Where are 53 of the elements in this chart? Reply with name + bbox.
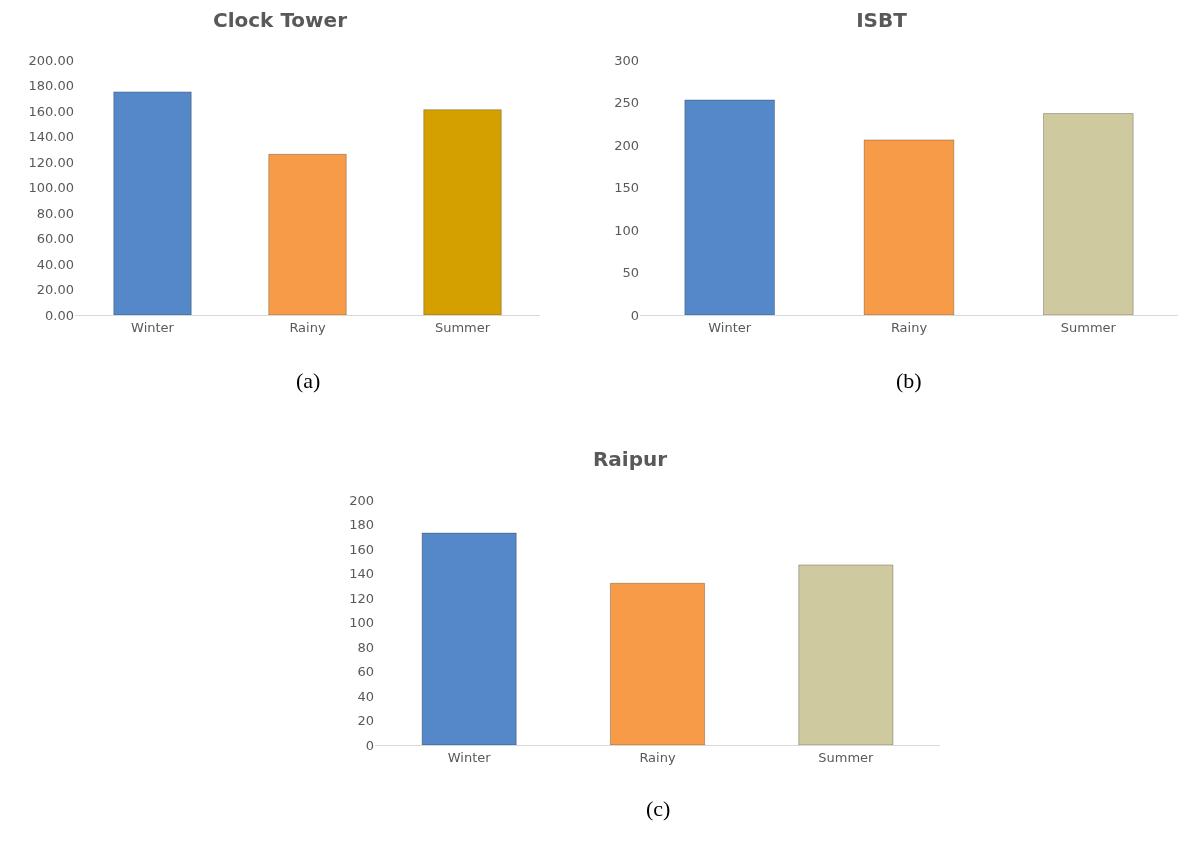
y-tick-label: 180.00 — [28, 78, 74, 94]
y-tick-label: 0 — [365, 737, 374, 753]
y-tick-label: 100 — [614, 222, 639, 238]
y-tick-label: 140.00 — [28, 129, 74, 145]
y-tick-label: 50 — [622, 265, 639, 281]
y-tick-label: 120.00 — [28, 154, 74, 170]
y-tick-label: 0 — [630, 307, 639, 323]
x-tick-label: Winter — [447, 749, 492, 765]
y-tick-label: 250 — [614, 95, 639, 111]
y-tick-label: 300 — [614, 52, 639, 68]
y-tick-label: 80 — [357, 639, 374, 655]
bar — [268, 153, 347, 315]
text: (c) — [646, 796, 671, 821]
bar — [423, 109, 502, 315]
x-tick-label: Rainy — [639, 749, 676, 765]
y-tick-label: 160.00 — [28, 103, 74, 119]
bar — [684, 99, 775, 315]
y-tick-label: 60.00 — [36, 231, 74, 247]
y-tick-label: 40 — [357, 688, 374, 704]
x-tick-label: Rainy — [890, 319, 928, 335]
y-tick-label: 40.00 — [36, 256, 74, 272]
bar — [113, 91, 192, 315]
y-tick-label: 100 — [349, 615, 374, 631]
y-tick-label: 200 — [614, 137, 639, 153]
y-tick-label: 60 — [357, 664, 374, 680]
x-tick-label: Summer — [818, 749, 875, 765]
y-tick-label: 180 — [349, 517, 374, 533]
text: (a) — [296, 368, 321, 393]
y-tick-label: 200.00 — [28, 52, 74, 68]
y-tick-label: 140 — [349, 566, 374, 582]
chart-title: Clock Tower — [212, 7, 348, 32]
bar — [863, 139, 955, 315]
y-tick-label: 80.00 — [36, 205, 74, 221]
chart-title: ISBT — [856, 7, 908, 32]
y-tick-label: 20 — [357, 713, 374, 729]
chart-title: Raipur — [592, 447, 668, 472]
y-tick-label: 0.00 — [45, 307, 74, 323]
x-tick-label: Winter — [131, 319, 175, 335]
y-tick-label: 160 — [349, 541, 374, 557]
x-tick-label: Rainy — [289, 319, 326, 335]
bar — [1043, 113, 1134, 315]
text: (b) — [896, 368, 922, 393]
bar — [798, 564, 894, 745]
bar — [609, 582, 706, 745]
x-tick-label: Winter — [708, 319, 752, 335]
y-tick-label: 20.00 — [36, 282, 74, 298]
x-tick-label: Summer — [1060, 319, 1117, 335]
y-tick-label: 150 — [614, 180, 639, 196]
y-tick-label: 100.00 — [28, 180, 74, 196]
x-tick-label: Summer — [434, 319, 491, 335]
y-tick-label: 120 — [349, 590, 374, 606]
bar — [421, 532, 517, 745]
y-tick-label: 200 — [349, 492, 374, 508]
